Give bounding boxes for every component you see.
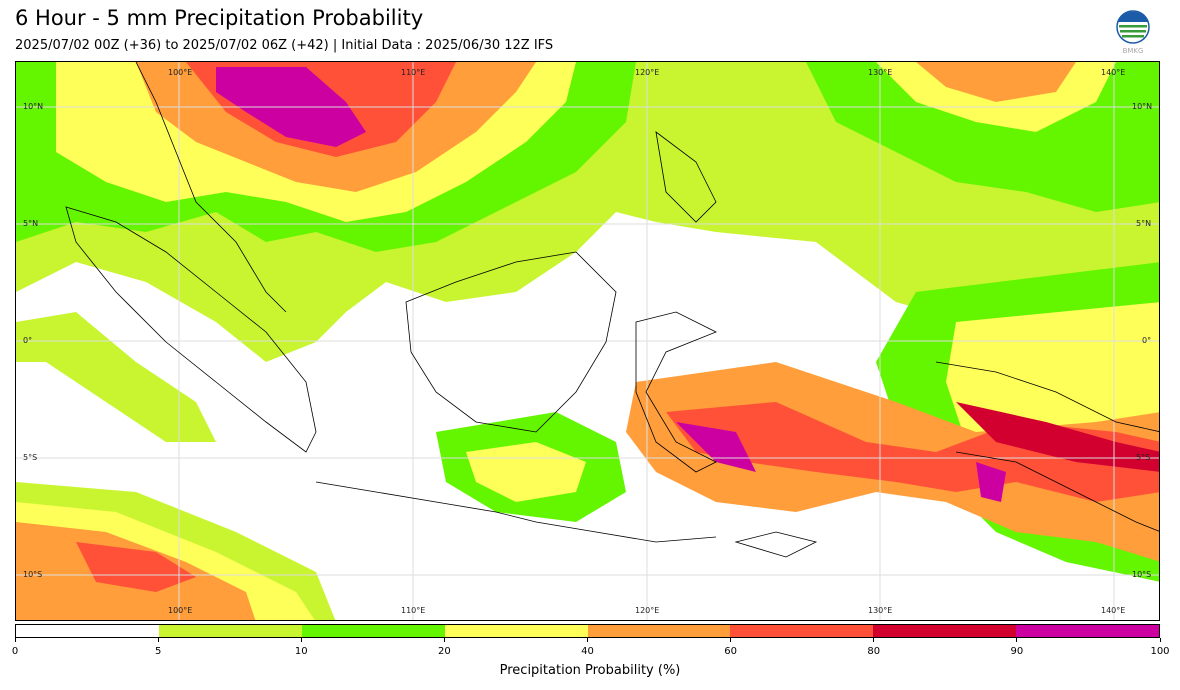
colorbar-tick-label: 0 [11,646,19,657]
bmkg-logo: BMKG [1115,10,1151,56]
lon-label-top: 140°E [1101,68,1126,77]
precipitation-map: 100°E 110°E 120°E 130°E 140°E 100°E 110°… [15,61,1160,621]
coastlines [65,62,1159,558]
lon-label-top: 110°E [401,68,426,77]
colorbar-tick-label: 10 [294,646,308,657]
colorbar-tick-mark [14,638,16,642]
colorbar-segment [444,625,588,637]
lon-label-bottom: 110°E [401,606,426,615]
colorbar-tick-mark [730,638,732,642]
colorbar-tick-mark [157,638,159,642]
colorbar-segment [301,625,445,637]
colorbar-segment [158,625,302,637]
colorbar-segment [587,625,731,637]
lon-label-top: 120°E [635,68,660,77]
prob-field [16,62,1159,620]
colorbar-tick-mark [443,638,445,642]
colorbar-label: Precipitation Probability (%) [499,663,681,678]
lon-label-top: 100°E [168,68,193,77]
colorbar-tick-mark [1159,638,1161,642]
lat-label-left: 10°N [23,102,44,111]
colorbar-tick-label: 5 [154,646,162,657]
colorbar-segment [1016,625,1159,637]
colorbar-tick-mark [300,638,302,642]
lon-label-bottom: 100°E [168,606,193,615]
colorbar-tick-label: 80 [867,646,881,657]
lat-label-left: 5°S [23,453,38,462]
map-canvas [16,62,1159,620]
colorbar-tick-mark [587,638,588,642]
colorbar-segment [873,625,1017,637]
lat-label-left: 5°N [23,219,39,228]
lon-label-top: 130°E [868,68,893,77]
colorbar-tick-label: 100 [1150,646,1170,657]
lat-label-right: 5°N [1136,219,1152,228]
colorbar-segment [730,625,874,637]
lat-label-right: 10°N [1132,102,1153,111]
map-subtitle: 2025/07/02 00Z (+36) to 2025/07/02 06Z (… [15,38,554,53]
colorbar-tick-label: 90 [1010,646,1024,657]
lat-label-right: 5°S [1136,453,1151,462]
colorbar-tick-mark [873,638,875,642]
colorbar-segment [16,625,159,637]
lat-label-right: 0° [1142,336,1152,345]
lon-label-bottom: 140°E [1101,606,1126,615]
grid-lines [16,62,1159,620]
map-title: 6 Hour - 5 mm Precipitation Probability [15,6,424,30]
lon-label-bottom: 130°E [868,606,893,615]
lat-label-left: 10°S [23,570,43,579]
colorbar-tick-label: 20 [438,646,451,657]
lat-label-right: 10°S [1132,570,1152,579]
colorbar-tick-label: 40 [581,646,594,657]
colorbar-tick-label: 60 [724,646,737,657]
colorbar [15,624,1160,638]
lon-label-bottom: 120°E [635,606,660,615]
lat-label-left: 0° [23,336,33,345]
logo-text: BMKG [1123,47,1144,55]
colorbar-tick-mark [1016,638,1018,642]
